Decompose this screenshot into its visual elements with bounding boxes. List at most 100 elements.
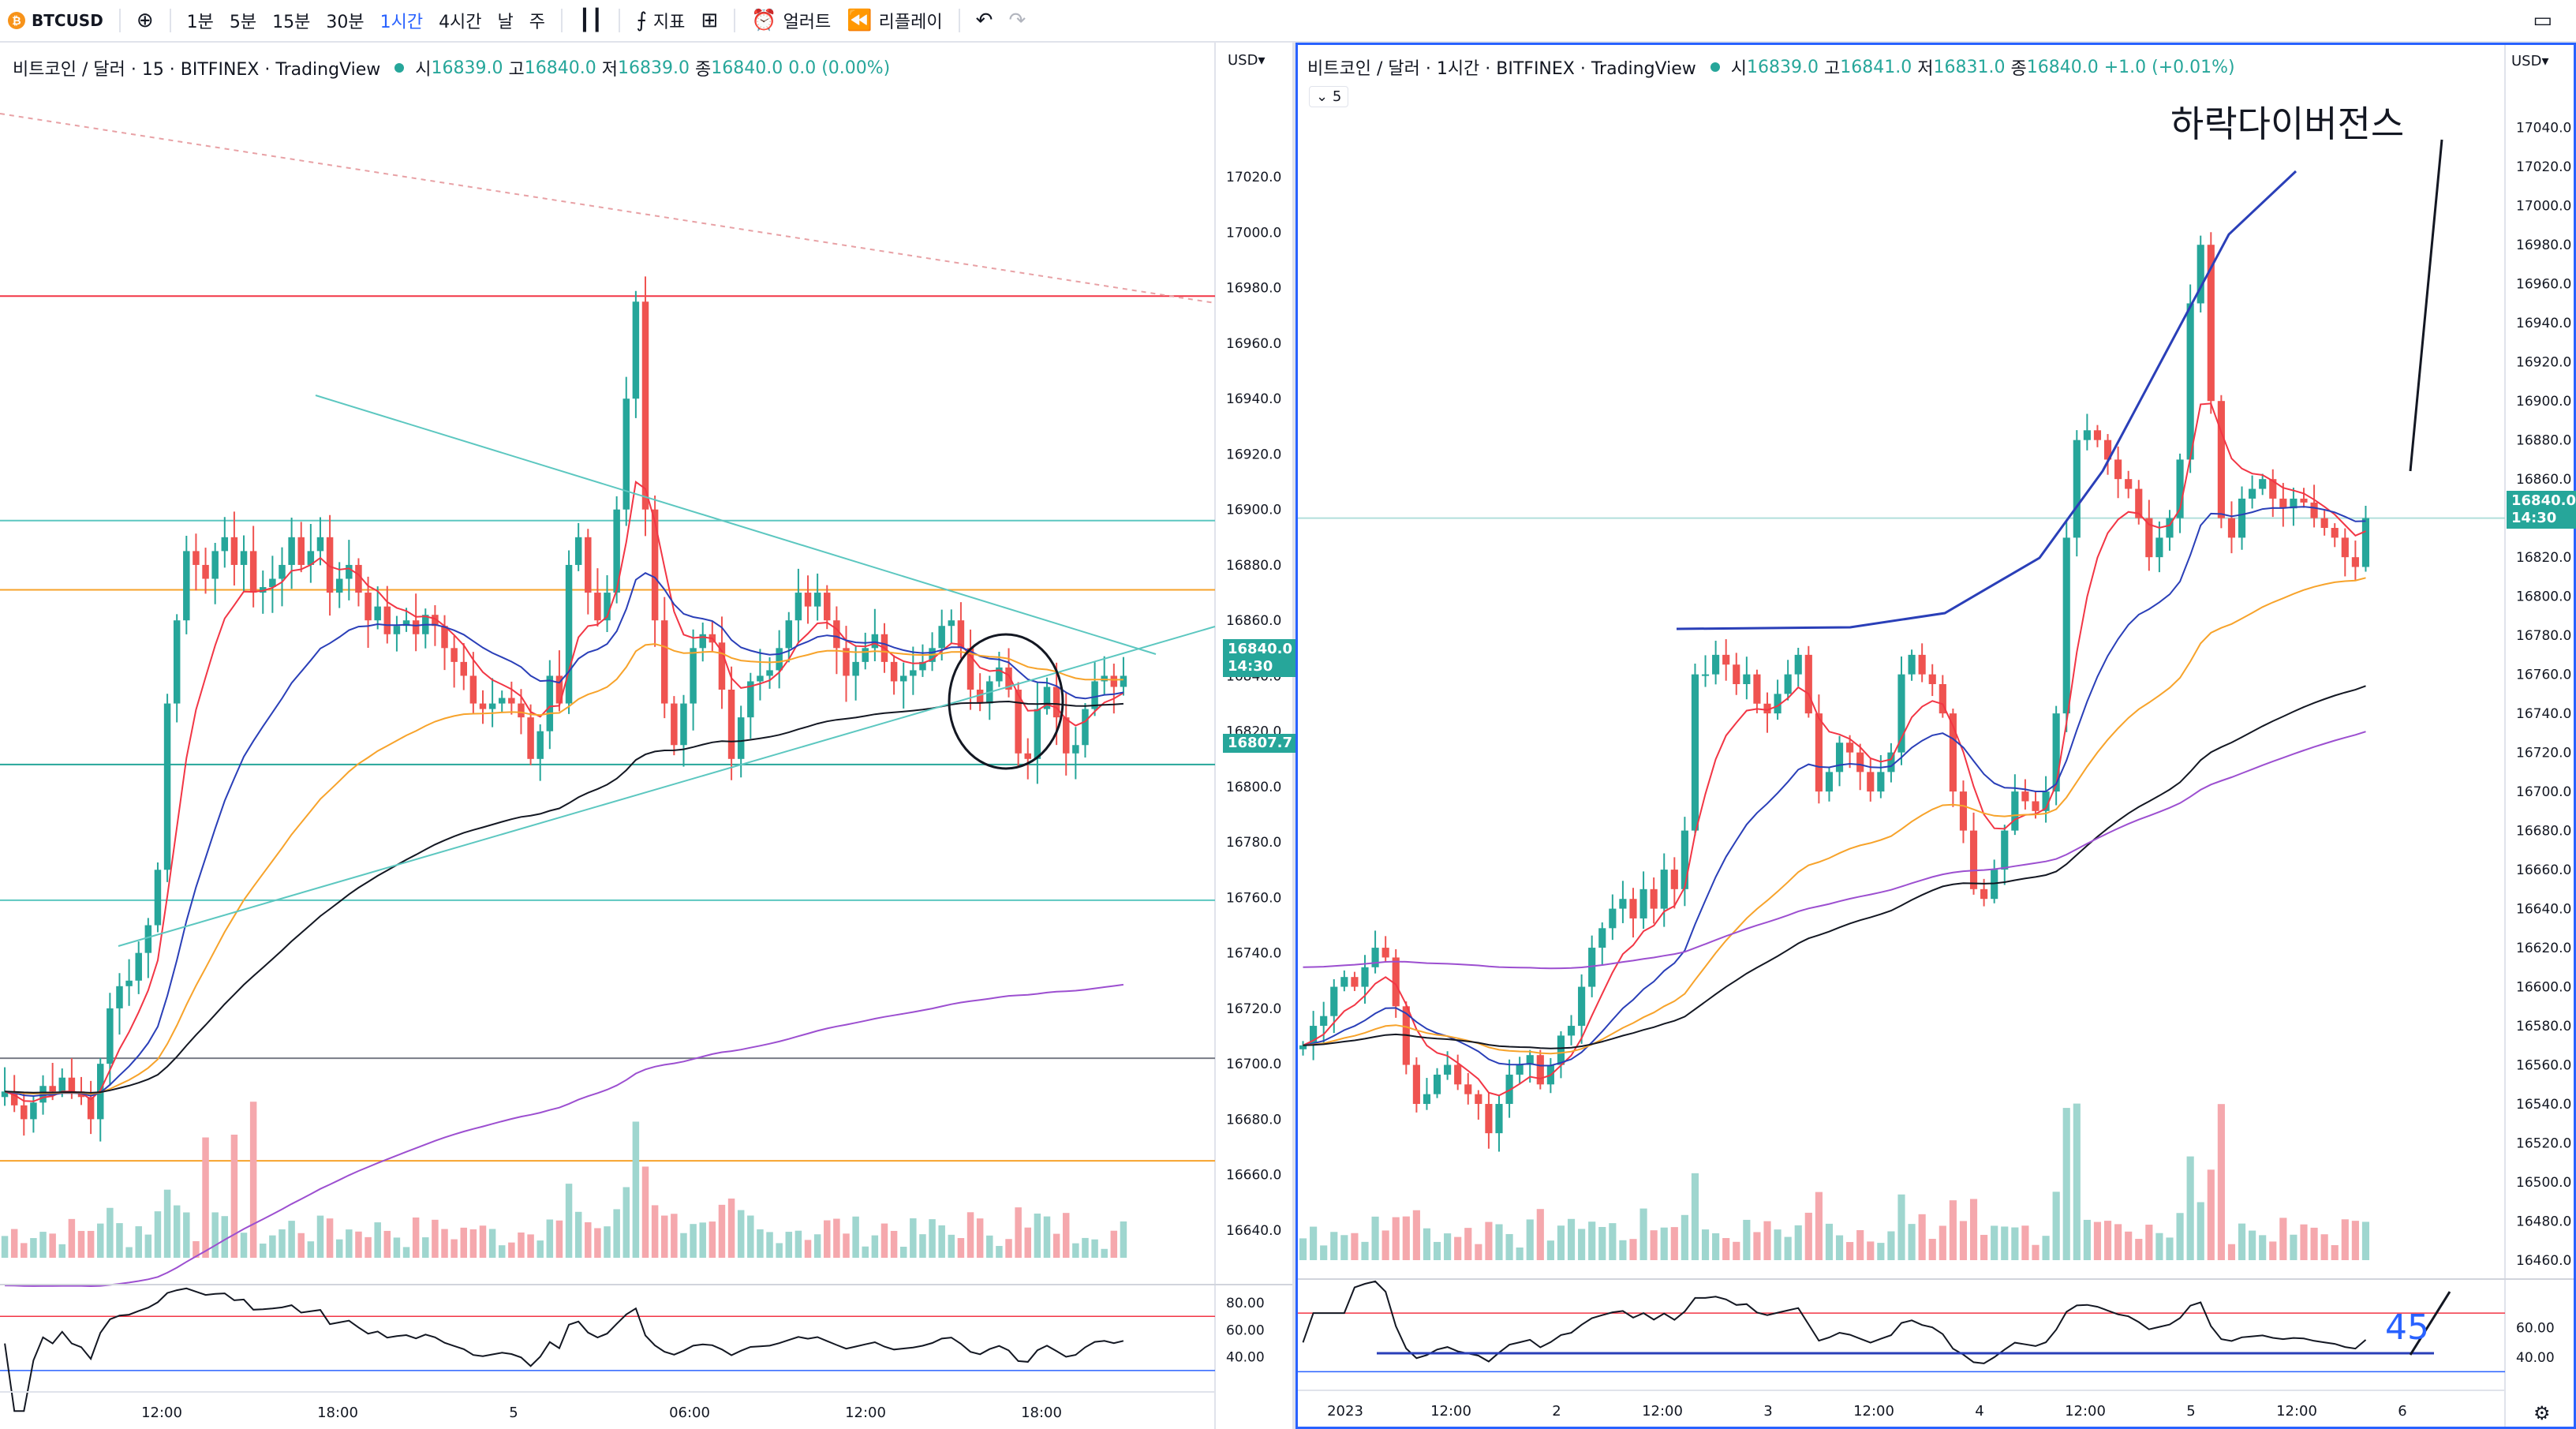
volume-bar <box>2361 1221 2370 1260</box>
candle-body <box>2331 528 2339 538</box>
candle-body <box>996 667 1003 682</box>
volume-bar <box>1120 1221 1127 1258</box>
volume-bar <box>335 1239 343 1258</box>
gear-icon[interactable]: ⚙ <box>2533 1402 2551 1424</box>
interval-2[interactable]: 15분 <box>272 13 311 32</box>
candle-body <box>1024 753 1031 759</box>
right-chart-canvas[interactable]: 16460.0 16480.0 16500.0 16520.0 16540.0 16560… <box>1298 45 2574 1427</box>
volume-bar <box>785 1232 793 1258</box>
grid-icon[interactable]: ⊞ <box>701 9 719 32</box>
candle-body <box>2011 791 2019 831</box>
candle-body <box>335 578 343 593</box>
candle-body <box>1052 686 1060 718</box>
volume-bar <box>2032 1244 2039 1260</box>
candle-body <box>852 661 859 676</box>
volume-bar <box>2341 1219 2349 1260</box>
window-icon[interactable]: ▭ <box>2533 9 2552 32</box>
ema-red-line <box>4 481 1124 1102</box>
volume-bar <box>1320 1245 1328 1260</box>
candle-body <box>1733 664 1740 684</box>
volume-bar <box>537 1240 544 1258</box>
candle-body <box>77 1091 85 1098</box>
price-tick-label: 16700.0 <box>2516 784 2571 800</box>
left-chart-pane[interactable]: 16640.0 16660.0 16680.0 16700.0 16720.0 16740… <box>0 43 1297 1429</box>
candle-body <box>1091 681 1098 709</box>
candle-body <box>2103 440 2112 460</box>
interval-3[interactable]: 30분 <box>326 13 365 32</box>
alert-button[interactable]: ⏰ 얼러트 <box>743 0 839 41</box>
ema-blue-line <box>1303 506 2366 1067</box>
candle-body <box>843 648 850 676</box>
toolbar-separator <box>561 9 563 32</box>
candle-body <box>1691 674 1699 831</box>
volume-bar <box>1351 1233 1359 1260</box>
volume-bar <box>144 1234 152 1258</box>
interval-group: 1분 5분 15분 30분 1시간 4시간 날 주 <box>179 0 553 41</box>
redo-icon[interactable]: ↷ <box>1008 9 1026 32</box>
candle-body <box>623 398 630 510</box>
left-chart-canvas[interactable]: 16640.0 16660.0 16680.0 16700.0 16720.0 16740… <box>0 43 1292 1429</box>
volume-bar <box>2176 1213 2184 1260</box>
candles-icon[interactable]: ┃┃ <box>578 9 604 32</box>
price-tick-label: 17040.0 <box>2516 121 2571 137</box>
ohlc-change: 0.0 (0.00%) <box>788 58 891 78</box>
candle-body <box>2093 430 2102 440</box>
volume-bar <box>546 1219 554 1258</box>
candle-body <box>1526 1055 1534 1065</box>
rsi-tick-label: 80.00 <box>1226 1296 1265 1311</box>
candle-body <box>2114 459 2122 480</box>
candle-body <box>862 648 869 662</box>
time-tick-label: 3 <box>1763 1403 1772 1420</box>
replay-button[interactable]: ⏪ 리플레이 <box>839 0 950 41</box>
left-currency-label[interactable]: USD▾ <box>1228 52 1266 69</box>
volume-bar <box>1433 1241 1441 1260</box>
time-tick-label: 12:00 <box>845 1405 886 1421</box>
alarm-clock-icon: ⏰ <box>751 9 777 32</box>
candle-body <box>813 593 821 607</box>
candle-body <box>1598 928 1606 948</box>
volume-bar <box>1392 1217 1400 1260</box>
candle-body <box>727 690 735 759</box>
ohlc-open-label: 시 <box>415 60 432 80</box>
right-currency-label[interactable]: USD▾ <box>2511 53 2549 69</box>
interval-5[interactable]: 4시간 <box>439 13 482 32</box>
plus-circle-icon[interactable]: ⊕ <box>136 9 154 32</box>
interval-6[interactable]: 날 <box>497 13 514 32</box>
volume-bar <box>1330 1232 1338 1260</box>
volume-bar <box>1454 1236 1462 1260</box>
candle-body <box>488 703 496 709</box>
interval-1[interactable]: 5분 <box>229 13 257 32</box>
indicator-collapse-button[interactable]: ⌄ 5 <box>1309 86 1349 107</box>
candle-body <box>1681 830 1688 889</box>
volume-bar <box>852 1216 859 1258</box>
price-tick-label: 17000.0 <box>1226 225 1281 241</box>
candle-body <box>2166 518 2174 538</box>
rsi-tick-label: 40.00 <box>2516 1350 2555 1366</box>
symbol-search-button[interactable]: ₿ BTCUSD <box>0 0 111 41</box>
rsi-annotation[interactable]: 45 <box>2385 1307 2429 1348</box>
interval-7[interactable]: 주 <box>529 13 546 32</box>
candle-body <box>1877 772 1885 792</box>
volume-bar <box>1650 1230 1658 1260</box>
candle-body <box>1310 1026 1318 1046</box>
volume-bar <box>1918 1214 1926 1260</box>
candle-body <box>871 634 879 649</box>
right-chart-pane[interactable]: 16460.0 16480.0 16500.0 16520.0 16540.0 16560… <box>1295 43 2576 1429</box>
indicators-button[interactable]: ⨍ 지표 <box>628 0 693 41</box>
candle-body <box>163 703 171 870</box>
volume-bar <box>107 1207 114 1258</box>
price-tick-label: 16980.0 <box>1226 281 1281 297</box>
divergence-annotation[interactable]: 하락다이버전스 <box>2170 103 2405 145</box>
volume-bar <box>316 1215 324 1258</box>
candle-body <box>1815 713 1823 792</box>
undo-icon[interactable]: ↶ <box>975 9 993 32</box>
volume-bar <box>230 1134 238 1258</box>
ema-black-line <box>1303 685 2366 1049</box>
price-tick-label: 16900.0 <box>2516 394 2571 410</box>
interval-4[interactable]: 1시간 <box>379 13 424 32</box>
interval-0[interactable]: 1분 <box>186 13 214 32</box>
candle-body <box>125 980 133 986</box>
volume-bar <box>68 1218 76 1258</box>
candle-body <box>1774 694 1782 714</box>
volume-bar <box>1505 1233 1513 1260</box>
